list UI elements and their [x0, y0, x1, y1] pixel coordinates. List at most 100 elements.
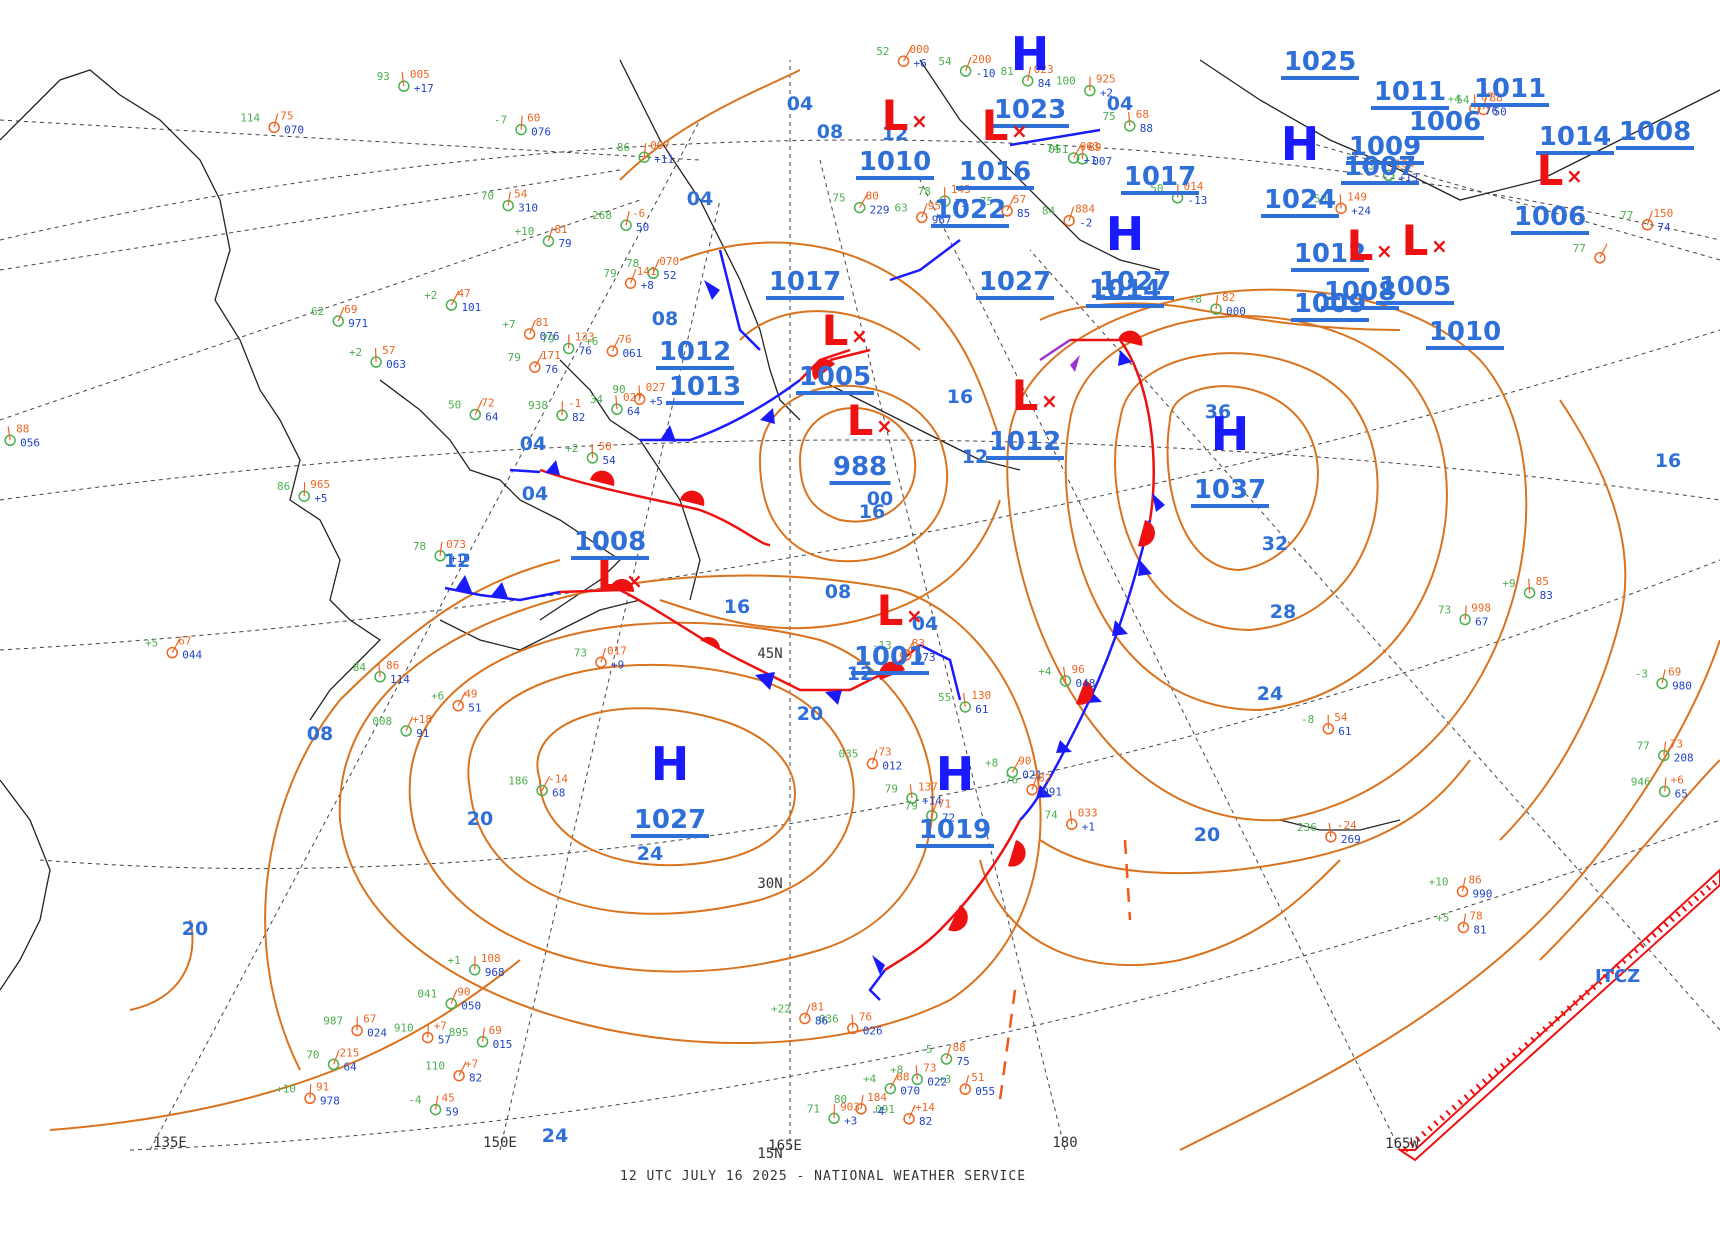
low-pressure-icon: L: [1347, 221, 1374, 270]
longitude-line: [819, 159, 1066, 1151]
wind-barb-icon: [1339, 194, 1342, 209]
wind-barb-icon: [1081, 144, 1084, 159]
station-value: 86: [815, 1015, 828, 1028]
wind-barb-icon: [889, 1074, 899, 1089]
kamchatka-coast: [619, 59, 801, 421]
station-value: 47: [457, 287, 470, 300]
isobar-value-label: 08: [825, 581, 851, 603]
station-value: 75: [980, 195, 993, 208]
cold-front: [1009, 128, 1101, 147]
wind-barb-icon: [804, 1004, 811, 1019]
isobar: [739, 310, 921, 351]
wind-barb-icon: [378, 662, 381, 677]
high-pressure-icon: H: [936, 747, 975, 801]
station-circle-icon: [1658, 749, 1670, 762]
station-value: 81: [536, 316, 549, 329]
hawaii-islands: [1279, 819, 1401, 831]
wind-barb-icon: [1215, 295, 1219, 310]
latitude-line: [0, 329, 1720, 651]
station-value: 978: [320, 1094, 340, 1107]
wind-barb-icon: [1599, 243, 1608, 259]
station-value: 990: [1473, 887, 1493, 900]
station-value: 035: [839, 748, 859, 761]
station-value: +1: [1084, 154, 1097, 167]
isobar: [1064, 314, 1448, 712]
station-value: 61: [975, 703, 988, 716]
station-value: 64: [485, 410, 499, 423]
station-value: 45: [442, 1092, 455, 1105]
map-footer: 12 UTC JULY 16 2025 - NATIONAL WEATHER S…: [620, 1169, 1026, 1184]
station-circle-icon: [855, 1103, 867, 1115]
station-value: 81: [1473, 923, 1486, 936]
station-value: 85: [1017, 207, 1030, 220]
station-value: 82: [469, 1072, 482, 1085]
station-value: 965: [310, 478, 330, 491]
station-value: 110: [425, 1060, 445, 1073]
high-pressure-icon: H: [651, 737, 690, 791]
high-pressure-center: H 1023: [991, 27, 1069, 128]
station-value: 90: [457, 986, 470, 999]
station-value: 998: [1471, 601, 1491, 614]
cold-front: [919, 643, 962, 701]
pressure-label: 1027: [979, 267, 1051, 297]
low-center-x-icon: ×: [1431, 234, 1448, 258]
wind-barb-icon: [547, 227, 554, 242]
station-value: 78: [918, 185, 931, 198]
station-value: +6: [431, 690, 444, 703]
station-model: 52 000+6: [876, 43, 929, 70]
station-value: -6: [632, 207, 645, 220]
station-value: 84: [1038, 77, 1052, 90]
station-value: +3: [938, 1073, 951, 1086]
wind-barb-icon: [374, 348, 377, 363]
wind-barb-icon: [273, 113, 279, 128]
station-value: +9: [611, 658, 624, 671]
station-model: 54 200-10: [938, 53, 995, 80]
wind-barb-icon: [507, 191, 511, 206]
station-value: 54: [602, 454, 616, 467]
pressure-center-value: 1019: [919, 815, 991, 845]
station-value: 77: [1573, 242, 1586, 255]
isobar: [1499, 399, 1627, 841]
station-value: 76: [1005, 774, 1018, 787]
wind-barb-icon: [921, 203, 928, 218]
station-value: 76: [618, 333, 631, 346]
station-model: 80 184-4: [834, 1091, 887, 1118]
station-circle-icon: [624, 277, 637, 289]
longitude-line: [0, 119, 701, 161]
station-value: +1: [447, 954, 460, 967]
low-center-x-icon: ×: [1376, 239, 1393, 263]
station-value: 89: [1088, 141, 1101, 154]
station-value: -24: [1337, 819, 1357, 832]
station-value: +8: [1189, 293, 1202, 306]
pressure-label: 1008: [1619, 117, 1691, 147]
latitude-line: [0, 139, 1720, 241]
wind-barb-icon: [481, 1027, 486, 1042]
high-pressure-icon: H: [1106, 207, 1145, 261]
station-value: 091: [1042, 786, 1062, 799]
station-model: 78 073+10: [413, 538, 470, 565]
station-value: 76: [579, 344, 592, 357]
pressure-label: 1012: [659, 337, 731, 367]
low-center-x-icon: ×: [851, 324, 868, 348]
cold-front-triangle: [872, 955, 885, 975]
station-model: 79 141+8: [603, 265, 656, 292]
isobar: [49, 959, 521, 1131]
wind-barb-icon: [171, 638, 181, 653]
pressure-center-value: 1024: [1264, 185, 1336, 215]
wind-barb-icon: [427, 1023, 430, 1038]
station-value: 95: [928, 199, 941, 212]
cold-front-triangle: [755, 672, 775, 690]
lat-lon-grid: [0, 60, 1720, 1151]
wind-barb-icon: [337, 306, 345, 322]
isobar: [679, 241, 1001, 441]
cold-front-triangle: [660, 425, 676, 442]
station-value: 021: [1022, 768, 1042, 781]
